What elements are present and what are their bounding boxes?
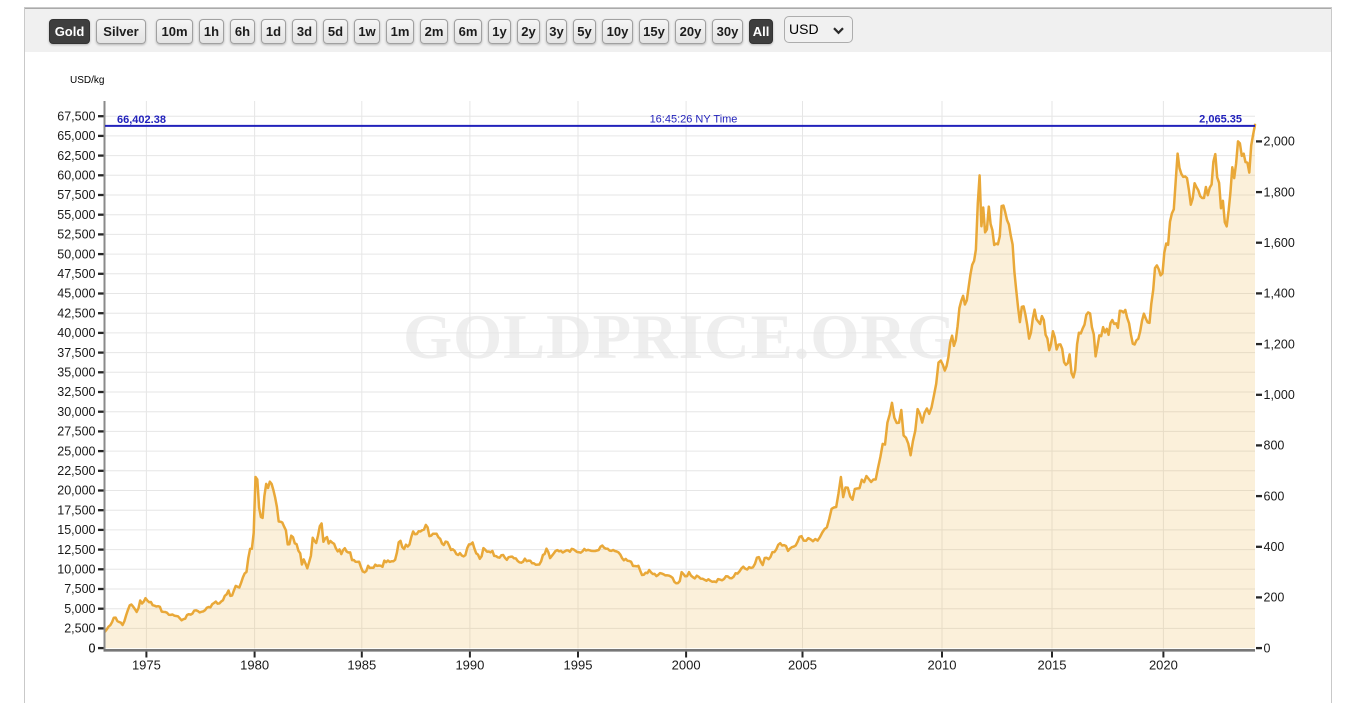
svg-text:1990: 1990 <box>455 658 484 673</box>
svg-text:40,000: 40,000 <box>57 326 95 340</box>
svg-text:16:45:26 NY Time: 16:45:26 NY Time <box>650 113 738 125</box>
svg-text:2020: 2020 <box>1149 658 1178 673</box>
svg-text:1,800: 1,800 <box>1264 185 1295 199</box>
svg-text:15,000: 15,000 <box>57 523 95 537</box>
svg-text:200: 200 <box>1264 591 1285 605</box>
svg-text:32,500: 32,500 <box>57 385 95 399</box>
svg-text:1975: 1975 <box>132 658 161 673</box>
svg-text:0: 0 <box>89 641 96 655</box>
svg-text:0: 0 <box>1264 641 1271 655</box>
svg-text:10,000: 10,000 <box>57 563 95 577</box>
svg-text:1,400: 1,400 <box>1264 287 1295 301</box>
svg-text:2015: 2015 <box>1038 658 1067 673</box>
svg-text:7,500: 7,500 <box>64 582 95 596</box>
svg-text:1995: 1995 <box>564 658 593 673</box>
svg-text:22,500: 22,500 <box>57 464 95 478</box>
svg-text:50,000: 50,000 <box>57 247 95 261</box>
svg-text:USD/kg: USD/kg <box>70 75 104 86</box>
svg-text:2005: 2005 <box>788 658 817 673</box>
svg-text:1,200: 1,200 <box>1264 337 1295 351</box>
svg-text:1,600: 1,600 <box>1264 236 1295 250</box>
svg-text:67,500: 67,500 <box>57 109 95 123</box>
svg-text:35,000: 35,000 <box>57 366 95 380</box>
svg-text:2,000: 2,000 <box>1264 135 1295 149</box>
svg-text:66,402.38: 66,402.38 <box>117 114 166 126</box>
svg-text:0: 0 <box>89 641 96 655</box>
svg-text:800: 800 <box>1264 439 1285 453</box>
svg-text:GOLDPRICE.ORG: GOLDPRICE.ORG <box>403 302 957 372</box>
svg-text:62,500: 62,500 <box>57 149 95 163</box>
svg-text:45,000: 45,000 <box>57 287 95 301</box>
svg-text:37,500: 37,500 <box>57 346 95 360</box>
svg-text:20,000: 20,000 <box>57 484 95 498</box>
svg-text:42,500: 42,500 <box>57 306 95 320</box>
svg-text:1985: 1985 <box>347 658 376 673</box>
svg-text:2,065.35: 2,065.35 <box>1199 113 1242 125</box>
svg-text:60,000: 60,000 <box>57 169 95 183</box>
svg-text:2000: 2000 <box>672 658 701 673</box>
svg-text:600: 600 <box>1264 489 1285 503</box>
svg-text:5,000: 5,000 <box>64 602 95 616</box>
svg-text:2010: 2010 <box>928 658 957 673</box>
svg-text:12,500: 12,500 <box>57 543 95 557</box>
svg-text:57,500: 57,500 <box>57 188 95 202</box>
svg-text:27,500: 27,500 <box>57 425 95 439</box>
svg-text:1980: 1980 <box>240 658 269 673</box>
svg-text:25,000: 25,000 <box>57 444 95 458</box>
svg-text:400: 400 <box>1264 540 1285 554</box>
svg-text:47,500: 47,500 <box>57 267 95 281</box>
svg-text:2,500: 2,500 <box>64 622 95 636</box>
svg-text:55,000: 55,000 <box>57 208 95 222</box>
svg-text:65,000: 65,000 <box>57 129 95 143</box>
svg-text:17,500: 17,500 <box>57 503 95 517</box>
svg-text:30,000: 30,000 <box>57 405 95 419</box>
svg-text:52,500: 52,500 <box>57 228 95 242</box>
svg-text:1,000: 1,000 <box>1264 388 1295 402</box>
